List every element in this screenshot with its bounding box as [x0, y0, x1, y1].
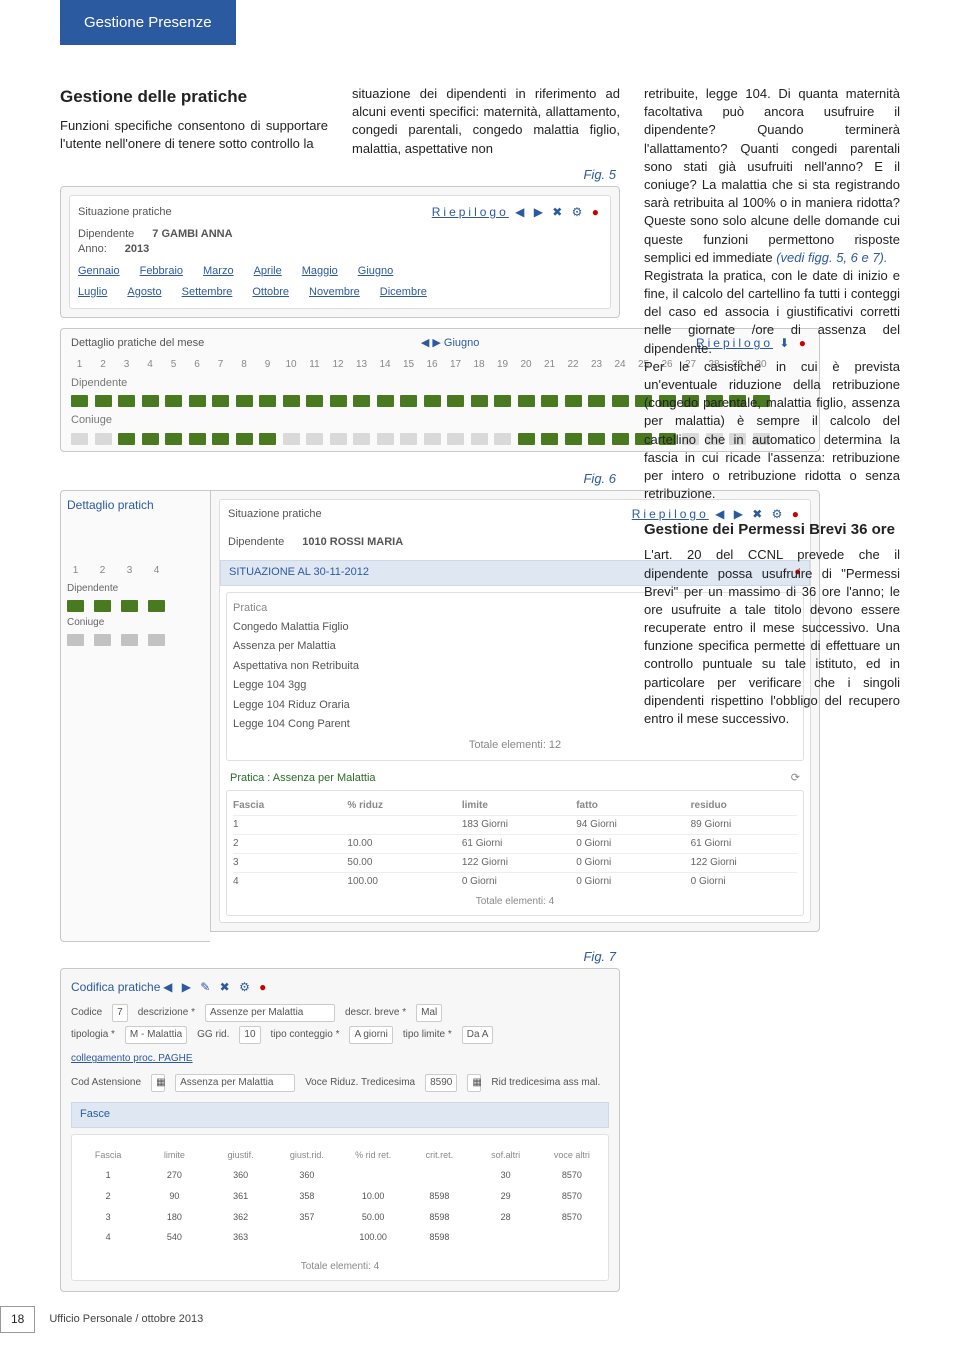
- fig6-dett-title: Dettaglio pratich: [67, 497, 204, 514]
- f7-descr-v[interactable]: Assenze per Malattia: [205, 1004, 335, 1022]
- fig7-screenshot: Codifica pratiche ◀ ▶ ✎ ✖ ⚙ ● Codice 7 d…: [60, 968, 620, 1291]
- fig6-left-strip: Dettaglio pratich 1234 Dipendente Coniug…: [60, 490, 210, 942]
- intro-col-a: Funzioni specifiche consentono di suppor…: [60, 117, 328, 153]
- fig5-panel-title: Situazione pratiche: [78, 205, 172, 220]
- month-link[interactable]: Aprile: [254, 264, 282, 279]
- fig6-panel-title: Situazione pratiche: [228, 507, 322, 522]
- fig5-label: Fig. 5: [60, 166, 616, 184]
- f7-gg-l: GG rid.: [197, 1028, 229, 1042]
- month-link[interactable]: Gennaio: [78, 264, 120, 279]
- fig6-tot4: Totale elementi: 4: [233, 895, 797, 909]
- intro-col-b: situazione dei dipendenti in riferimento…: [352, 85, 620, 158]
- fig7-label: Fig. 7: [60, 948, 616, 966]
- month-link[interactable]: Agosto: [127, 285, 161, 300]
- f7-descr-l: descrizione *: [138, 1006, 195, 1020]
- right-column: retribuite, legge 104. Di quanta materni…: [644, 85, 900, 728]
- f7-codice-l: Codice: [71, 1006, 102, 1020]
- f7-lim-v[interactable]: Da A: [462, 1026, 494, 1044]
- f7-descrb-v[interactable]: Mal: [416, 1004, 442, 1022]
- fig6-situazione: SITUAZIONE AL 30-11-2012: [229, 565, 369, 580]
- f7-voce-v[interactable]: 8590: [425, 1074, 457, 1092]
- riepilogo-link[interactable]: Riepilogo: [432, 205, 509, 219]
- month-link[interactable]: Marzo: [203, 264, 234, 279]
- f7-tipc-l: tipo conteggio *: [271, 1028, 340, 1042]
- fig6-tot12: Totale elementi: 12: [233, 738, 797, 753]
- f7-descrb-l: descr. breve *: [345, 1006, 406, 1020]
- month-link[interactable]: Maggio: [302, 264, 338, 279]
- fig6-con-l: Coniuge: [67, 616, 204, 630]
- anno-value: 2013: [125, 242, 149, 257]
- fig6-dip-l: Dipendente: [67, 582, 204, 596]
- f7-cod2-l: Cod Astensione: [71, 1076, 141, 1090]
- fig6-sub: Pratica : Assenza per Malattia: [230, 771, 376, 786]
- f7-tip-v[interactable]: M - Malattia: [125, 1026, 187, 1044]
- footer-text: Ufficio Personale / ottobre 2013: [49, 1312, 203, 1327]
- f7-rid-l: Rid tredicesima ass mal.: [491, 1076, 600, 1090]
- right-p3: Per le casistiche in cui è prevista un'e…: [644, 358, 900, 504]
- month-link[interactable]: Febbraio: [140, 264, 183, 279]
- f7-tip-l: tipologia *: [71, 1028, 115, 1042]
- month-link[interactable]: Novembre: [309, 285, 360, 300]
- f7-gg-v[interactable]: 10: [239, 1026, 260, 1044]
- month-link[interactable]: Dicembre: [380, 285, 427, 300]
- page-number: 18: [0, 1306, 35, 1333]
- dip-label: Dipendente: [78, 227, 134, 242]
- f7-fasce: Fasce: [80, 1107, 110, 1122]
- fig7-panel-title: Codifica pratiche: [71, 980, 160, 994]
- fig6-dip-label: Dipendente: [228, 535, 284, 550]
- f7-cod2-v[interactable]: Assenza per Malattia: [175, 1074, 295, 1092]
- section-title: Gestione delle pratiche: [60, 85, 328, 109]
- f7-voce-l: Voce Riduz. Tredicesima: [305, 1076, 415, 1090]
- f7-tipc-v[interactable]: A giorni: [349, 1026, 392, 1044]
- month-link[interactable]: Ottobre: [252, 285, 289, 300]
- f7-tot: Totale elementi: 4: [78, 1260, 602, 1274]
- month-link[interactable]: Giugno: [358, 264, 393, 279]
- f7-lim-l: tipo limite *: [403, 1028, 452, 1042]
- toolbar-icons[interactable]: Riepilogo ◀ ▶ ✖ ⚙ ●: [432, 204, 602, 221]
- right-h2: Gestione dei Permessi Brevi 36 ore: [644, 519, 900, 540]
- page-footer: 18 Ufficio Personale / ottobre 2013: [0, 1306, 203, 1333]
- fig6-dip-val: 1010 ROSSI MARIA: [302, 535, 403, 550]
- dettaglio-title: Dettaglio pratiche del mese: [71, 336, 204, 351]
- month-link[interactable]: Settembre: [182, 285, 233, 300]
- anno-label: Anno:: [78, 242, 107, 257]
- f7-linkproc[interactable]: collegamento proc. PAGHE: [71, 1052, 609, 1066]
- right-p4: L'art. 20 del CCNL prevede che il dipend…: [644, 546, 900, 728]
- right-p1: retribuite, legge 104. Di quanta materni…: [644, 86, 900, 265]
- month-link[interactable]: Luglio: [78, 285, 107, 300]
- right-p2: Registrata la pratica, con le date di in…: [644, 267, 900, 358]
- dip-value: 7 GAMBI ANNA: [152, 227, 232, 242]
- fig5-screenshot: Situazione pratiche Riepilogo ◀ ▶ ✖ ⚙ ● …: [60, 186, 620, 318]
- header-tab: Gestione Presenze: [60, 0, 236, 45]
- right-ref: (vedi figg. 5, 6 e 7).: [776, 250, 887, 265]
- month-nav[interactable]: ◀ ▶ Giugno: [421, 336, 480, 351]
- fig6-label: Fig. 6: [60, 470, 616, 488]
- fig7-toolbar[interactable]: ◀ ▶ ✎ ✖ ⚙ ●: [163, 980, 269, 994]
- f7-codice-v[interactable]: 7: [112, 1004, 128, 1022]
